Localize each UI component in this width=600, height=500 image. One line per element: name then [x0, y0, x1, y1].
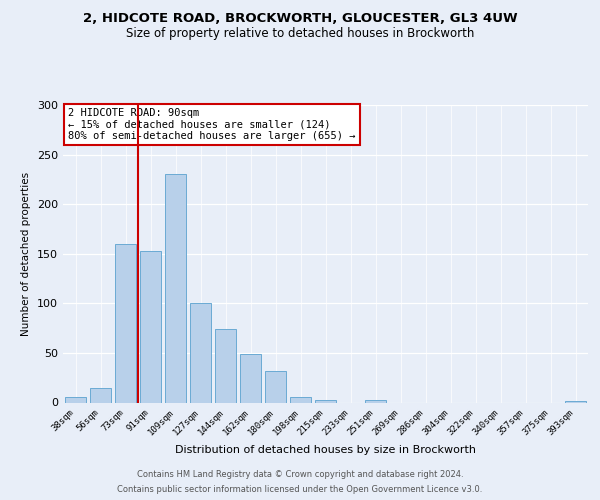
- Bar: [215, 329, 236, 402]
- X-axis label: Distribution of detached houses by size in Brockworth: Distribution of detached houses by size …: [175, 445, 476, 455]
- Y-axis label: Number of detached properties: Number of detached properties: [22, 172, 31, 336]
- Text: 2, HIDCOTE ROAD, BROCKWORTH, GLOUCESTER, GL3 4UW: 2, HIDCOTE ROAD, BROCKWORTH, GLOUCESTER,…: [83, 12, 517, 26]
- Bar: [290, 396, 311, 402]
- Bar: [265, 371, 286, 402]
- Text: Contains HM Land Registry data © Crown copyright and database right 2024.: Contains HM Land Registry data © Crown c…: [137, 470, 463, 479]
- Bar: [565, 400, 586, 402]
- Text: Size of property relative to detached houses in Brockworth: Size of property relative to detached ho…: [126, 28, 474, 40]
- Bar: [365, 400, 386, 402]
- Bar: [165, 174, 186, 402]
- Bar: [190, 304, 211, 402]
- Bar: [65, 396, 86, 402]
- Bar: [315, 400, 336, 402]
- Bar: [240, 354, 261, 403]
- Text: 2 HIDCOTE ROAD: 90sqm
← 15% of detached houses are smaller (124)
80% of semi-det: 2 HIDCOTE ROAD: 90sqm ← 15% of detached …: [68, 108, 355, 141]
- Text: Contains public sector information licensed under the Open Government Licence v3: Contains public sector information licen…: [118, 485, 482, 494]
- Bar: [140, 251, 161, 402]
- Bar: [115, 244, 136, 402]
- Bar: [90, 388, 111, 402]
